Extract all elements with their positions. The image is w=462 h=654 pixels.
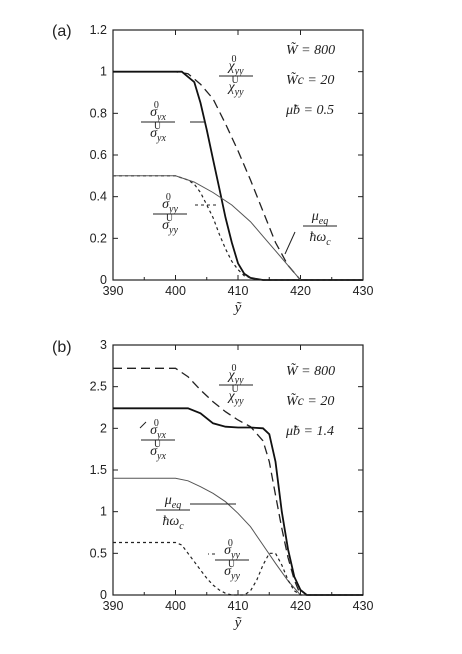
panel-b: (b) 390 400 410 420 430 0 0.5 1 1.5 2 2.5 3 ỹ W̃ = 800…: [52, 338, 373, 631]
series-line-solid-heavy: [113, 407, 363, 596]
x-tick-label: 410: [228, 599, 249, 613]
y-tick-label: 0.8: [90, 106, 107, 120]
mu-annotation: μeq ħωc: [156, 493, 190, 532]
y-tick-label: 0.2: [90, 231, 107, 245]
svg-text:σyxU: σyxU: [150, 121, 166, 144]
svg-text:μeq: μeq: [164, 493, 181, 511]
y-tick-label: 0.5: [90, 546, 107, 560]
x-tick-label: 430: [353, 599, 374, 613]
y-tick-label: 1: [100, 65, 107, 79]
svg-text:σyx0: σyx0: [150, 100, 166, 123]
x-tick-label: 410: [228, 284, 249, 298]
panel-a: (a) 390 400 410 420 430 0 0.2 0.4 0.6 0.8 1 1.2 ỹ W̃ =…: [52, 23, 373, 316]
series-line-short-dash: [113, 541, 363, 596]
svg-text:σyyU: σyyU: [162, 213, 178, 236]
svg-text:σyxU: σyxU: [150, 439, 166, 462]
svg-text:μeq: μeq: [311, 209, 328, 227]
svg-text:χyy0: χyy0: [226, 54, 244, 77]
y-tick-label: 0: [100, 273, 107, 287]
series-line-solid-thin: [113, 175, 301, 281]
param-label: W̃c = 20: [286, 72, 334, 88]
y-tick-label: 1: [100, 505, 107, 519]
y-tick-label: 2.5: [90, 380, 107, 394]
x-axis-label: ỹ: [233, 615, 242, 631]
svg-text:χyyU: χyyU: [226, 75, 244, 98]
svg-text:σyx0: σyx0: [150, 418, 166, 441]
y-tick-label: 0.4: [90, 190, 107, 204]
mu-annotation: μeq ħωc: [303, 209, 337, 248]
param-label: W̃c = 20: [286, 393, 334, 409]
x-tick-label: 420: [290, 599, 311, 613]
series-line-long-dash: [113, 71, 301, 281]
x-tick-label: 400: [165, 599, 186, 613]
svg-text:ħωc: ħωc: [309, 230, 331, 248]
svg-text:σyyU: σyyU: [224, 559, 240, 582]
leader-line: [284, 231, 296, 255]
svg-text:σyy0: σyy0: [162, 192, 178, 215]
param-label: μ̃b = 0.5: [285, 103, 334, 118]
y-tick-label: 1.2: [90, 23, 107, 37]
y-tick-label: 3: [100, 338, 107, 352]
series-line-long-dash: [113, 367, 302, 596]
svg-text:σyy0: σyy0: [224, 538, 240, 561]
svg-text:χyyU: χyyU: [226, 384, 244, 407]
series-line-short-dash: [113, 175, 363, 281]
y-tick-label: 0: [100, 588, 107, 602]
leader-line: [139, 421, 147, 429]
x-axis-label: ỹ: [233, 300, 242, 316]
panel-label: (b): [52, 339, 72, 356]
panel-label: (a): [52, 23, 72, 40]
svg-text:ħωc: ħωc: [162, 514, 184, 532]
y-tick-label: 2: [100, 421, 107, 435]
svg-text:χyy0: χyy0: [226, 363, 244, 386]
x-tick-label: 400: [165, 284, 186, 298]
param-label: W̃ = 800: [286, 363, 335, 379]
x-tick-label: 390: [103, 599, 124, 613]
y-tick-label: 0.6: [90, 148, 107, 162]
x-tick-label: 420: [290, 284, 311, 298]
param-label: μ̃b = 1.4: [285, 424, 334, 439]
series-line-solid-thin: [113, 477, 301, 596]
param-label: W̃ = 800: [286, 42, 335, 58]
x-tick-label: 390: [103, 284, 124, 298]
x-tick-label: 430: [353, 284, 374, 298]
y-tick-label: 1.5: [90, 463, 107, 477]
